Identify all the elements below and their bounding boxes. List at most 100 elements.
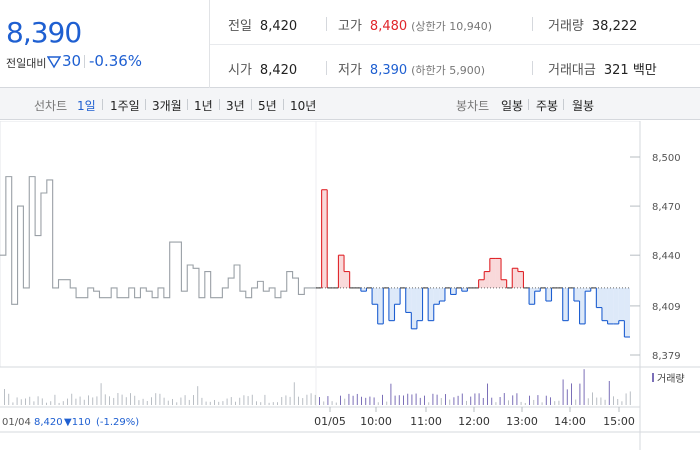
period-3m[interactable]: 3개월 (152, 99, 182, 113)
volume-bar (457, 395, 459, 405)
divider (251, 99, 252, 110)
volume-bar (83, 399, 85, 405)
period-1y[interactable]: 1년 (194, 99, 213, 113)
volume-bar (134, 395, 136, 405)
y-tick-label: 8,500 (652, 153, 681, 164)
open-price: 시가 8,420 (228, 59, 297, 78)
trade-amount: 거래대금 321 백만 (548, 59, 657, 78)
up-area (501, 279, 507, 288)
candle-chart-label: 봉차트 (456, 99, 490, 113)
period-3y[interactable]: 3년 (226, 99, 245, 113)
volume-bar (37, 396, 39, 405)
change-divider (84, 55, 85, 68)
volume-bar (121, 394, 123, 405)
prev-day-series (0, 176, 316, 305)
volume-bar (125, 397, 127, 405)
prev-close-label: 전일 (228, 19, 252, 34)
volume-bar (260, 402, 262, 405)
volume-bar (428, 402, 430, 405)
down-area (585, 287, 591, 292)
volume-bar (289, 396, 291, 405)
volume-bar (445, 394, 446, 405)
period-5y[interactable]: 5년 (258, 99, 277, 113)
quote-header: 8,390 전일대비 30 -0.36% 전일 8,420 고가 8,480 (상한가… (0, 0, 700, 88)
down-area (388, 287, 395, 321)
volume-bar (247, 396, 249, 405)
volume-bar (499, 397, 501, 405)
candle-daily[interactable]: 일봉 (501, 99, 524, 113)
volume-bar (508, 400, 509, 405)
volume-bar (554, 401, 556, 405)
price-chart[interactable]: 8,500 8,470 8,440 8,409 8,379 거래량 01/05 10:00… (0, 121, 700, 450)
volume-bar (344, 398, 346, 405)
chart-lines (0, 176, 630, 338)
volume-bar (180, 397, 182, 405)
volume-bar (243, 395, 245, 405)
volume-bar (319, 397, 320, 405)
volume-bar (440, 398, 442, 405)
prev-close: 전일 8,420 (228, 15, 297, 34)
high-label: 고가 (338, 19, 362, 34)
up-area (489, 258, 496, 288)
prev-day-change-pct: (-1.29%) (96, 417, 139, 428)
volume-bar (516, 393, 518, 405)
down-area (529, 287, 535, 305)
line-chart-label: 선차트 (34, 99, 68, 113)
prev-day-date: 01/04 (2, 417, 31, 428)
period-1d[interactable]: 1일 (77, 99, 96, 113)
volume-bar (117, 393, 119, 405)
volume-bar (562, 379, 564, 405)
candle-monthly[interactable]: 월봉 (572, 99, 595, 113)
volume-bar (461, 393, 463, 405)
volume-bar (583, 369, 585, 405)
high-price: 고가 8,480 (상한가 10,940) (338, 15, 492, 34)
down-area (450, 287, 457, 295)
volume-bar (239, 397, 241, 405)
down-area (461, 287, 468, 292)
volume-bar (62, 401, 64, 405)
volume-bar (256, 401, 257, 405)
volume-bar (67, 398, 68, 405)
volume-bar (566, 389, 568, 405)
period-1w[interactable]: 1주일 (110, 99, 140, 113)
y-tick-label: 8,409 (652, 302, 681, 313)
down-area (573, 287, 580, 301)
volume-bar (167, 400, 169, 405)
down-area (613, 287, 619, 324)
volume-label: 거래량 (548, 19, 584, 34)
up-area (344, 271, 350, 288)
up-area (495, 258, 502, 288)
volume-bar (604, 399, 606, 405)
volume-bar (281, 397, 283, 405)
divider (563, 99, 564, 110)
volume-value: 38,222 (591, 19, 638, 34)
period-toolbar: 선차트 1일 1주일 3개월 1년 3년 5년 10년 봉차트 일봉 주봉 월봉 (0, 88, 700, 120)
volume-bar (470, 396, 472, 405)
volume-bar (608, 380, 610, 405)
volume-bar (613, 396, 614, 405)
down-area (360, 287, 367, 292)
up-area (478, 279, 485, 288)
down-area (416, 287, 423, 321)
volume-bar (96, 396, 98, 405)
volume-legend-swatch (652, 373, 654, 382)
price-box: 8,390 전일대비 30 -0.36% (0, 0, 210, 88)
volume-bar (75, 398, 77, 405)
y-axis-labels: 8,500 8,470 8,440 8,409 8,379 (652, 153, 681, 362)
volume-bar (373, 397, 375, 405)
volume-bar (285, 395, 287, 405)
period-10y[interactable]: 10년 (290, 99, 317, 113)
volume-bar (403, 395, 404, 405)
x-tick-label: 14:00 (554, 415, 586, 428)
volume-bar (348, 393, 350, 405)
candle-weekly[interactable]: 주봉 (536, 99, 559, 113)
down-area (394, 287, 401, 305)
chart-areas (321, 189, 630, 337)
down-area (579, 287, 586, 324)
open-value: 8,420 (259, 63, 298, 78)
volume: 거래량 38,222 (548, 15, 637, 34)
down-area (624, 287, 630, 337)
volume-bar (113, 397, 115, 405)
volume-bar (155, 393, 157, 405)
volume-bar (398, 395, 400, 405)
